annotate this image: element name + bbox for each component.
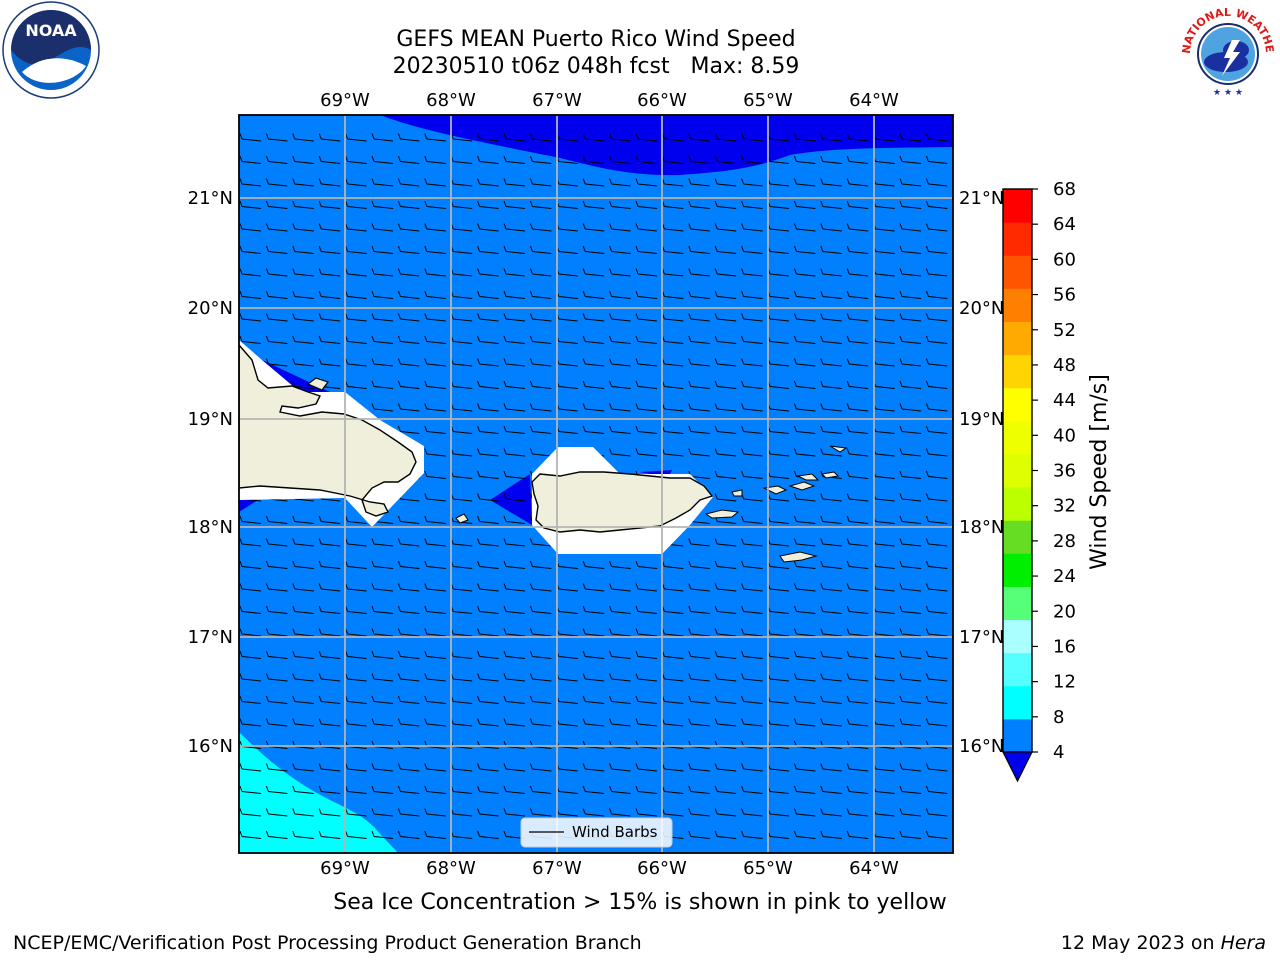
colorbar-tick-label: 56 (1053, 285, 1076, 306)
svg-text:★ ★ ★: ★ ★ ★ (1213, 88, 1243, 98)
colorbar-tick-label: 8 (1053, 707, 1064, 728)
colorbar-tick-label: 40 (1053, 425, 1076, 446)
colorbar-tick-label: 24 (1053, 566, 1076, 587)
lon-tick-top: 69°W (320, 90, 370, 111)
lon-tick-bottom: 65°W (743, 858, 793, 879)
lat-tick-left: 20°N (188, 298, 233, 319)
sea-ice-caption: Sea Ice Concentration > 15% is shown in … (333, 890, 947, 915)
colorbar-segment (1003, 453, 1032, 488)
colorbar-segment (1003, 553, 1032, 587)
lon-tick-top: 67°W (532, 90, 582, 111)
colorbar-tick-label: 48 (1053, 355, 1076, 376)
colorbar-segment (1003, 222, 1032, 256)
lon-tick-bottom: 67°W (532, 858, 582, 879)
colorbar-tick-label: 36 (1053, 461, 1076, 482)
footer-host: Hera (1220, 932, 1266, 954)
lat-tick-right: 18°N (959, 517, 1004, 538)
lat-tick-left: 17°N (188, 627, 233, 648)
map-title: GEFS MEAN Puerto Rico Wind Speed (396, 27, 796, 52)
colorbar-segment (1003, 520, 1032, 554)
colorbar-tick-label: 28 (1053, 531, 1076, 552)
colorbar-under-triangle (1002, 751, 1033, 783)
colorbar-segment (1003, 586, 1032, 621)
colorbar-tick-label: 64 (1053, 214, 1076, 235)
lat-tick-right: 19°N (959, 409, 1004, 430)
lon-tick-bottom: 64°W (849, 858, 899, 879)
lon-tick-top: 68°W (426, 90, 476, 111)
lat-tick-left: 19°N (188, 409, 233, 430)
lon-tick-bottom: 69°W (320, 858, 370, 879)
colorbar-segment (1003, 189, 1032, 223)
lon-tick-top: 65°W (743, 90, 793, 111)
lon-tick-bottom: 66°W (637, 858, 687, 879)
footer-date-text: 12 May 2023 on (1060, 932, 1221, 954)
colorbar-segment (1003, 420, 1032, 455)
colorbar-segment (1003, 718, 1032, 753)
colorbar-tick-label: 4 (1053, 742, 1064, 763)
legend-label: Wind Barbs (572, 823, 658, 841)
colorbar-tick-label: 16 (1053, 636, 1076, 657)
colorbar-segment (1003, 387, 1032, 422)
colorbar: Wind Speed [m/s] 68646056524844403632282… (1002, 179, 1112, 783)
colorbar-tick-label: 52 (1053, 320, 1076, 341)
colorbar-tick-label: 32 (1053, 496, 1076, 517)
colorbar-segment (1003, 652, 1032, 687)
lon-tick-top: 66°W (637, 90, 687, 111)
colorbar-tick-label: 12 (1053, 672, 1076, 693)
colorbar-segment (1003, 288, 1032, 322)
colorbar-segment (1003, 619, 1032, 654)
colorbar-tick-label: 20 (1053, 601, 1076, 622)
plot-frame (238, 114, 954, 854)
puerto-rico (531, 471, 714, 533)
lat-tick-right: 20°N (959, 298, 1004, 319)
lat-tick-right: 17°N (959, 627, 1004, 648)
colorbar-segment (1003, 487, 1032, 521)
lat-tick-left: 21°N (188, 188, 233, 209)
lat-tick-left: 18°N (188, 517, 233, 538)
colorbar-segment (1003, 255, 1032, 289)
nws-logo: NATIONAL WEATHER SERVICE ★ ★ ★ (1176, 0, 1276, 98)
colorbar-tick-label: 44 (1053, 390, 1076, 411)
footer-credit: NCEP/EMC/Verification Post Processing Pr… (13, 932, 642, 954)
map-subtitle: 20230510 t06z 048h fcst Max: 8.59 (392, 54, 800, 79)
colorbar-segment (1003, 321, 1032, 356)
wind-field (239, 115, 953, 853)
noaa-logo-text: NOAA (25, 21, 77, 40)
colorbar-segment (1003, 354, 1032, 389)
lon-tick-bottom: 68°W (426, 858, 476, 879)
noaa-logo: NOAA (2, 1, 100, 99)
colorbar-tick-label: 68 (1053, 179, 1076, 200)
hispaniola (239, 343, 417, 517)
lat-tick-right: 16°N (959, 736, 1004, 757)
gridlines (239, 115, 953, 853)
lat-tick-left: 16°N (188, 736, 233, 757)
colorbar-segment (1003, 685, 1032, 720)
footer-date: 12 May 2023 on Hera (1061, 932, 1266, 954)
lon-tick-top: 64°W (849, 90, 899, 111)
colorbar-label: Wind Speed [m/s] (1087, 374, 1112, 570)
colorbar-tick-label: 60 (1053, 249, 1076, 270)
lat-tick-right: 21°N (959, 188, 1004, 209)
legend: Wind Barbs (520, 817, 673, 848)
